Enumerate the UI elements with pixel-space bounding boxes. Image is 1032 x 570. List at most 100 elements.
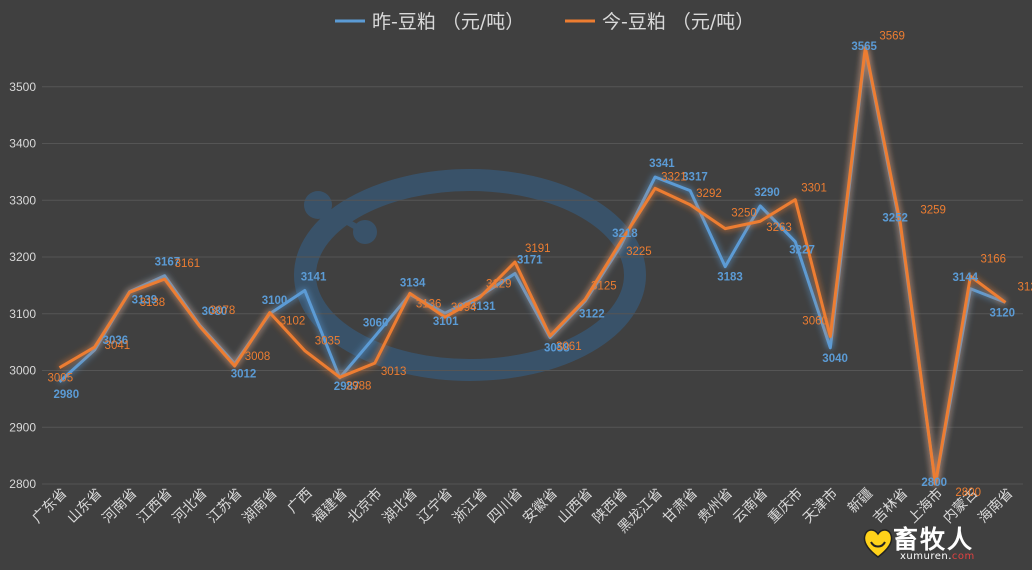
x-tick-label: 广东省 bbox=[29, 486, 70, 527]
background-logo-watermark bbox=[294, 169, 646, 381]
data-label: 3008 bbox=[245, 351, 271, 363]
x-tick-label: 湖北省 bbox=[380, 486, 421, 527]
x-tick-label: 贵州省 bbox=[695, 486, 736, 527]
data-label: 3131 bbox=[470, 301, 496, 313]
x-tick-label: 天津市 bbox=[799, 485, 841, 527]
data-label: 3341 bbox=[649, 158, 675, 170]
data-label: 3290 bbox=[754, 187, 780, 199]
data-label: 3005 bbox=[48, 373, 74, 385]
series-line-yesterday bbox=[58, 48, 1007, 486]
data-label: 3136 bbox=[416, 298, 442, 310]
data-label: 3565 bbox=[851, 41, 877, 53]
x-tick-label: 山西省 bbox=[555, 486, 596, 527]
x-tick-label: 新疆 bbox=[845, 486, 876, 517]
data-label: 3263 bbox=[766, 222, 792, 234]
data-label: 3094 bbox=[451, 302, 477, 314]
x-tick-label: 浙江省 bbox=[450, 486, 491, 527]
x-tick-label: 广西 bbox=[284, 486, 315, 517]
data-label: 3252 bbox=[882, 212, 908, 224]
data-label: 3129 bbox=[486, 278, 512, 290]
x-tick-label: 江苏省 bbox=[205, 486, 246, 527]
data-label: 3101 bbox=[433, 316, 459, 328]
data-label: 3301 bbox=[801, 183, 827, 195]
x-tick-label: 河北省 bbox=[169, 486, 210, 527]
y-tick-label: 2900 bbox=[9, 420, 36, 434]
data-label: 3125 bbox=[591, 281, 617, 293]
data-label: 3259 bbox=[920, 205, 946, 217]
data-label: 3100 bbox=[262, 295, 288, 307]
data-label: 3078 bbox=[210, 305, 236, 317]
y-tick-label: 3300 bbox=[9, 193, 36, 207]
data-label: 3218 bbox=[612, 228, 638, 240]
data-label: 3120 bbox=[989, 307, 1015, 319]
x-tick-label: 云南省 bbox=[730, 486, 771, 527]
data-label: 3060 bbox=[363, 317, 389, 329]
y-tick-label: 3200 bbox=[9, 250, 36, 264]
data-label: 3161 bbox=[175, 258, 201, 270]
heart-logo-icon bbox=[863, 529, 893, 558]
legend: 昨-豆粕 （元/吨） 今-豆粕 （元/吨） bbox=[335, 11, 754, 33]
watermark-brand: 畜牧人 bbox=[893, 525, 975, 554]
data-label: 3041 bbox=[105, 340, 131, 352]
x-tick-label: 海南省 bbox=[975, 486, 1016, 527]
data-label: 3317 bbox=[682, 172, 708, 184]
legend-label: 今-豆粕 （元/吨） bbox=[602, 11, 754, 33]
x-tick-label: 湖南省 bbox=[240, 486, 281, 527]
data-label: 3058 bbox=[544, 343, 570, 355]
data-label: 3141 bbox=[301, 271, 327, 283]
data-label: 3191 bbox=[525, 243, 551, 255]
y-tick-label: 2800 bbox=[9, 477, 36, 491]
data-label: 3061 bbox=[556, 341, 582, 353]
data-label: 2987 bbox=[334, 381, 360, 393]
y-tick-label: 3500 bbox=[9, 80, 36, 94]
y-tick-label: 3000 bbox=[9, 364, 36, 378]
x-tick-label: 四川省 bbox=[485, 486, 526, 527]
y-tick-label: 3100 bbox=[9, 307, 36, 321]
x-tick-label: 北京市 bbox=[344, 485, 386, 527]
data-label: 3012 bbox=[231, 369, 257, 381]
data-label: 3171 bbox=[517, 254, 543, 266]
data-label: 3080 bbox=[202, 306, 228, 318]
y-axis: 2800 2900 3000 3100 3200 3300 3400 3500 bbox=[9, 80, 36, 491]
data-label: 3060 bbox=[802, 315, 828, 327]
data-label: 3227 bbox=[789, 245, 815, 257]
x-tick-label: 江西省 bbox=[134, 486, 175, 527]
watermark-url: xumuren.com bbox=[900, 551, 975, 562]
data-label: 3139 bbox=[132, 295, 158, 307]
series-line-today bbox=[58, 46, 1007, 486]
data-label: 3144 bbox=[952, 272, 978, 284]
x-tick-label: 重庆市 bbox=[764, 485, 806, 527]
data-label: 3183 bbox=[717, 272, 743, 284]
data-label: 2800 bbox=[921, 477, 947, 489]
data-label: 3166 bbox=[980, 253, 1006, 265]
data-label: 3225 bbox=[626, 246, 652, 258]
data-label: 3167 bbox=[155, 257, 181, 269]
data-label: 3138 bbox=[140, 297, 166, 309]
data-labels: 2980 3036 3139 3167 3080 3012 3100 3141 2987 3060… bbox=[48, 31, 1032, 499]
data-label: 3122 bbox=[579, 308, 605, 320]
data-label: 3569 bbox=[879, 31, 905, 43]
data-label: 3321 bbox=[661, 171, 687, 183]
x-tick-label: 福建省 bbox=[310, 486, 351, 527]
x-tick-label: 甘肃省 bbox=[660, 486, 701, 527]
data-label: 3102 bbox=[280, 316, 306, 328]
data-label: 3120 bbox=[1017, 281, 1032, 293]
data-label: 2988 bbox=[346, 380, 372, 392]
x-tick-label: 安徽省 bbox=[520, 486, 561, 527]
data-label: 2800 bbox=[955, 487, 981, 499]
data-label: 3250 bbox=[731, 208, 757, 220]
x-tick-label: 河南省 bbox=[99, 486, 140, 527]
y-tick-label: 3400 bbox=[9, 137, 36, 151]
legend-label: 昨-豆粕 （元/吨） bbox=[372, 11, 524, 33]
gridlines bbox=[42, 86, 1023, 485]
data-label: 2980 bbox=[54, 389, 80, 401]
x-tick-label: 山东省 bbox=[64, 486, 105, 527]
x-tick-label: 辽宁省 bbox=[414, 485, 456, 527]
data-label: 3013 bbox=[381, 366, 407, 378]
data-label: 3035 bbox=[315, 336, 341, 348]
data-label: 3292 bbox=[696, 188, 722, 200]
data-label: 3134 bbox=[400, 277, 426, 289]
data-label: 3040 bbox=[822, 353, 848, 365]
data-label: 3036 bbox=[103, 335, 129, 347]
